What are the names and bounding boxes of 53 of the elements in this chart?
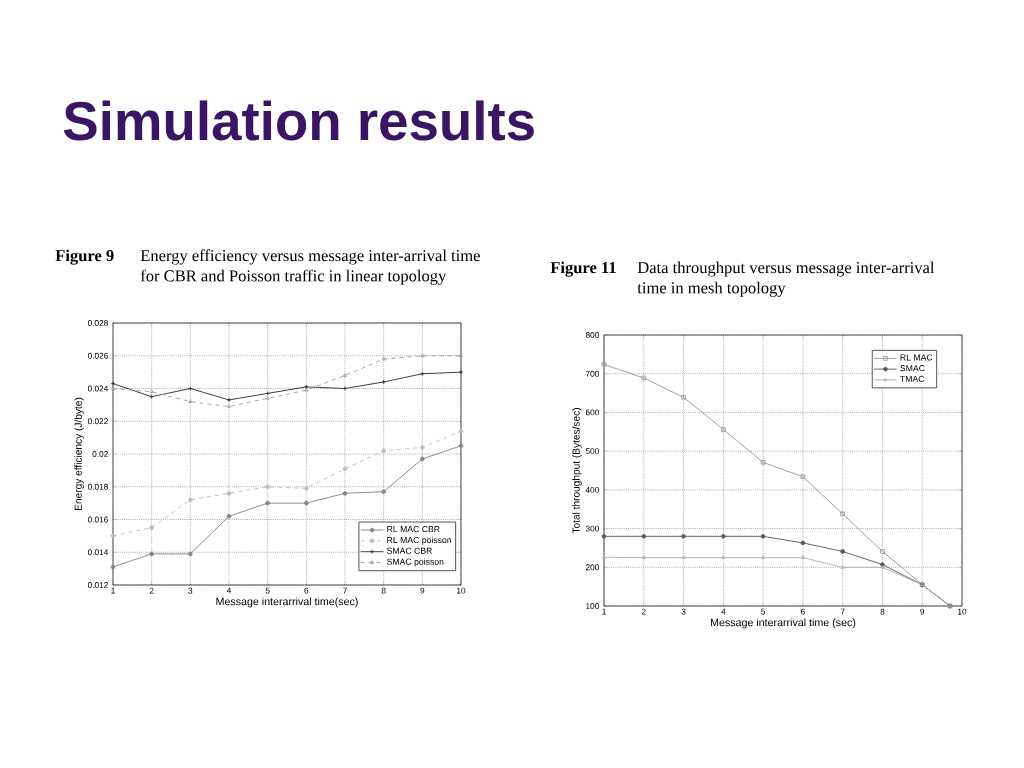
- y-tick-label: 0.024: [87, 385, 109, 392]
- y-tick-label: 0.016: [87, 516, 108, 523]
- x-tick-label: 4: [721, 608, 726, 615]
- legend-label: TMAC: [900, 375, 925, 382]
- y-tick-label: 800: [585, 332, 599, 338]
- y-tick-label: 0.012: [87, 582, 108, 588]
- x-tick-label: 1: [602, 608, 606, 615]
- x-tick-label: 8: [880, 608, 885, 615]
- y-tick-label: 0.026: [87, 352, 108, 359]
- x-axis-title: Message interarrival time(sec): [216, 597, 358, 608]
- x-axis-title: Message interarrival time (sec): [710, 618, 856, 629]
- x-tick-label: 1: [111, 587, 115, 594]
- x-tick-label: 2: [149, 587, 154, 594]
- y-tick-label: 100: [586, 603, 599, 609]
- text: Simulation results: [63, 100, 534, 141]
- chart-title: Figure 11: [550, 261, 616, 277]
- y-tick-label: 500: [585, 448, 599, 455]
- x-tick-label: 9: [420, 587, 425, 594]
- legend-label: SMAC: [900, 365, 925, 372]
- legend-label: SMAC poisson: [387, 558, 444, 567]
- x-tick-label: 2: [641, 608, 646, 615]
- x-tick-label: 8: [381, 587, 386, 594]
- y-tick-label: 400: [585, 486, 599, 493]
- legend-label: RL MAC poisson: [387, 536, 452, 545]
- y-tick-label: 0.018: [87, 483, 108, 490]
- x-tick-label: 9: [920, 608, 925, 615]
- x-tick-label: 10: [457, 587, 466, 594]
- y-tick-label: 600: [585, 409, 599, 416]
- x-tick-label: 7: [840, 608, 845, 615]
- chart-subtitle: Data throughput versus message inter-arrival time in mesh topology: [637, 261, 935, 297]
- y-axis-title: Energy efficiency (J/byte): [74, 397, 84, 510]
- legend-label: SMAC CBR: [387, 547, 432, 554]
- y-tick-label: 0.02: [92, 451, 108, 457]
- chart-subtitle: Energy efficiency versus message inter-arrival time for CBR and Poisson traffic in linear topology: [140, 249, 480, 285]
- legend-label: RL MAC CBR: [387, 526, 440, 533]
- x-tick-label: 10: [958, 608, 967, 615]
- legend-label: RL MAC: [900, 354, 933, 361]
- x-tick-label: 5: [761, 608, 766, 615]
- y-tick-label: 0.014: [87, 549, 109, 556]
- x-tick-label: 6: [304, 587, 309, 594]
- y-tick-label: 200: [585, 564, 599, 571]
- chart-title: Figure 9: [55, 249, 114, 265]
- y-tick-label: 300: [585, 525, 599, 532]
- x-tick-label: 4: [226, 587, 232, 594]
- y-tick-label: 700: [585, 370, 599, 377]
- x-tick-label: 3: [681, 608, 686, 615]
- y-axis-title: Total throughput (Bytes/sec): [572, 408, 582, 534]
- x-tick-label: 6: [801, 608, 805, 615]
- x-tick-label: 3: [188, 587, 193, 594]
- x-tick-label: 7: [343, 587, 347, 594]
- y-tick-label: 0.028: [87, 320, 108, 326]
- x-tick-label: 5: [265, 587, 270, 594]
- y-tick-label: 0.022: [87, 418, 108, 425]
